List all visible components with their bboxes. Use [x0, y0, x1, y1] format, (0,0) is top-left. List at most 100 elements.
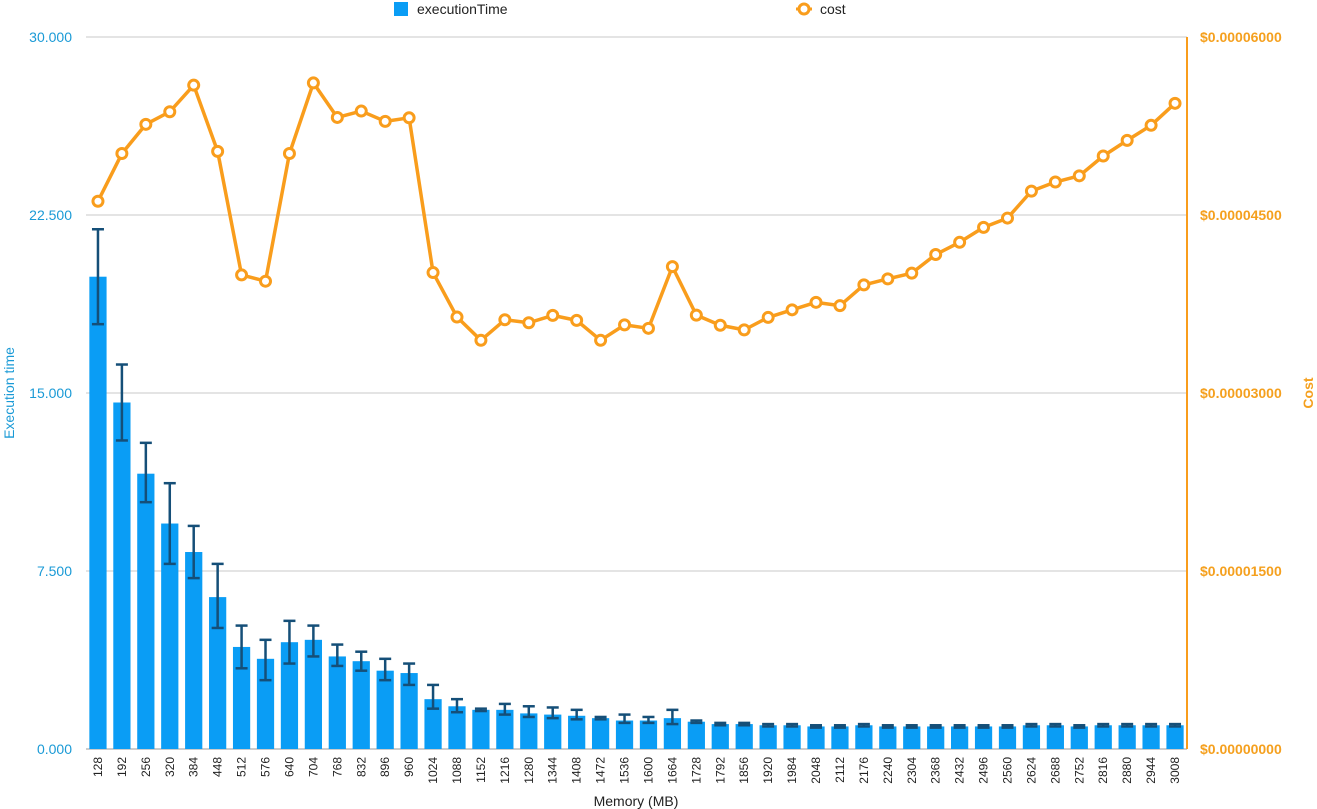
x-tick-labels: 128 192 256 320 384 448 512 576 640 704 768 832 896 9…: [91, 757, 1182, 784]
error-bar: [1073, 725, 1085, 727]
bar: [568, 716, 585, 749]
error-bar: [690, 721, 702, 723]
y-right-tick-label: $0.00000000: [1200, 741, 1282, 757]
error-bar: [882, 725, 894, 727]
error-bar: [1049, 724, 1061, 726]
bar: [329, 656, 346, 749]
x-tick-label: 1024: [426, 757, 440, 784]
cost-point: [189, 80, 199, 90]
x-tick-label: 2368: [929, 757, 943, 784]
x-tick-label: 1536: [618, 757, 632, 784]
bar: [783, 725, 800, 749]
y-tick-label: 30.000: [29, 29, 72, 45]
cost-point: [237, 270, 247, 280]
x-tick-label: 2880: [1120, 757, 1134, 784]
cost-point: [620, 320, 630, 330]
bar: [855, 725, 872, 749]
bar: [927, 726, 944, 749]
bar: [999, 726, 1016, 749]
x-tick-label: 1280: [522, 757, 536, 784]
x-tick-label: 704: [306, 757, 320, 777]
error-bar: [1145, 724, 1157, 726]
bar: [616, 721, 633, 749]
x-tick-label: 1472: [594, 757, 608, 784]
cost-point: [308, 78, 318, 88]
error-bar: [954, 725, 966, 727]
cost-point: [1170, 98, 1180, 108]
error-bar: [642, 717, 654, 723]
x-tick-label: 128: [91, 757, 105, 777]
cost-point: [883, 274, 893, 284]
x-tick-label: 320: [163, 757, 177, 777]
x-tick-label: 2240: [881, 757, 895, 784]
x-tick-label: 3008: [1168, 757, 1182, 784]
cost-point: [931, 250, 941, 260]
bar: [903, 726, 920, 749]
cost-point: [117, 149, 127, 159]
x-tick-label: 1408: [570, 757, 584, 784]
x-tick-label: 2944: [1144, 757, 1158, 784]
error-bar: [1097, 724, 1109, 726]
legend-item-cost[interactable]: cost: [796, 1, 846, 17]
error-bar: [978, 725, 990, 727]
cost-point: [1098, 151, 1108, 161]
y-right-tick-label: $0.00003000: [1200, 385, 1282, 401]
bar: [807, 726, 824, 749]
bar: [1166, 725, 1183, 749]
cost-line-layer: [93, 78, 1180, 345]
x-tick-label: 1728: [689, 757, 703, 784]
error-bar: [738, 723, 750, 725]
bar: [544, 715, 561, 749]
bar: [377, 671, 394, 749]
x-tick-label: 1920: [761, 757, 775, 784]
y-axis-title: Execution time: [1, 347, 17, 439]
cost-point: [356, 106, 366, 116]
cost-point: [452, 312, 462, 322]
cost-point: [859, 280, 869, 290]
y-tick-label: 0.000: [37, 741, 72, 757]
x-tick-label: 2304: [905, 757, 919, 784]
legend-swatch-executiontime: [394, 2, 408, 16]
bar: [520, 713, 537, 749]
x-tick-label: 192: [115, 757, 129, 777]
cost-point: [428, 268, 438, 278]
cost-line: [98, 83, 1175, 340]
cost-point: [1146, 120, 1156, 130]
cost-point: [548, 310, 558, 320]
x-tick-label: 1792: [713, 757, 727, 784]
cost-point: [835, 301, 845, 311]
x-tick-label: 1664: [665, 757, 679, 784]
x-tick-label: 2432: [953, 757, 967, 784]
x-tick-label: 2560: [1000, 757, 1014, 784]
x-tick-label: 640: [282, 757, 296, 777]
bar: [831, 726, 848, 749]
x-tick-label: 1216: [498, 757, 512, 784]
cost-point: [1026, 186, 1036, 196]
cost-point: [1050, 177, 1060, 187]
bar: [736, 724, 753, 749]
x-tick-label: 1344: [546, 757, 560, 784]
cost-point: [404, 113, 414, 123]
bar: [592, 718, 609, 749]
x-tick-label: 832: [354, 757, 368, 777]
cost-point: [380, 116, 390, 126]
error-bar: [762, 724, 774, 726]
error-bar: [834, 725, 846, 727]
cost-point: [787, 305, 797, 315]
cost-point: [739, 325, 749, 335]
bar: [640, 721, 657, 749]
legend-label-cost: cost: [820, 1, 846, 17]
x-tick-label: 1856: [737, 757, 751, 784]
legend-item-executiontime[interactable]: executionTime: [394, 1, 508, 17]
cost-point: [93, 196, 103, 206]
error-bar: [1169, 724, 1181, 726]
cost-point: [643, 323, 653, 333]
bar: [472, 710, 489, 749]
left-tick-labels: 0.000 7.500 15.000 22.500 30.000: [29, 29, 72, 757]
y-tick-label: 7.500: [37, 563, 72, 579]
x-tick-label: 256: [139, 757, 153, 777]
cost-point: [691, 310, 701, 320]
x-axis-title: Memory (MB): [594, 793, 679, 809]
bar: [1142, 725, 1159, 749]
cost-point: [596, 335, 606, 345]
